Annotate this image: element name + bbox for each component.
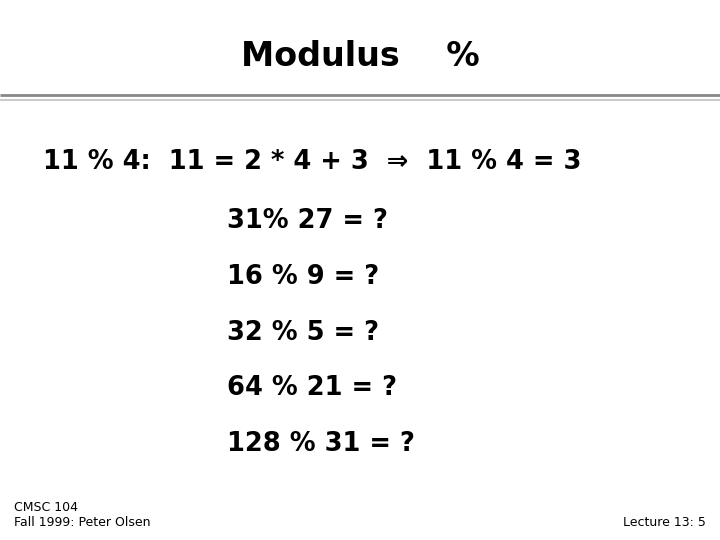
Text: 32 % 5 = ?: 32 % 5 = ?: [227, 320, 379, 346]
Text: Modulus    %: Modulus %: [240, 40, 480, 73]
Text: 31% 27 = ?: 31% 27 = ?: [227, 208, 387, 234]
Text: 128 % 31 = ?: 128 % 31 = ?: [227, 431, 415, 457]
Text: 64 % 21 = ?: 64 % 21 = ?: [227, 375, 397, 401]
Text: 16 % 9 = ?: 16 % 9 = ?: [227, 264, 379, 290]
Text: CMSC 104
Fall 1999: Peter Olsen: CMSC 104 Fall 1999: Peter Olsen: [14, 501, 151, 529]
Text: Lecture 13: 5: Lecture 13: 5: [623, 516, 706, 529]
Text: 11 % 4:  11 = 2 * 4 + 3  ⇒  11 % 4 = 3: 11 % 4: 11 = 2 * 4 + 3 ⇒ 11 % 4 = 3: [43, 149, 582, 175]
